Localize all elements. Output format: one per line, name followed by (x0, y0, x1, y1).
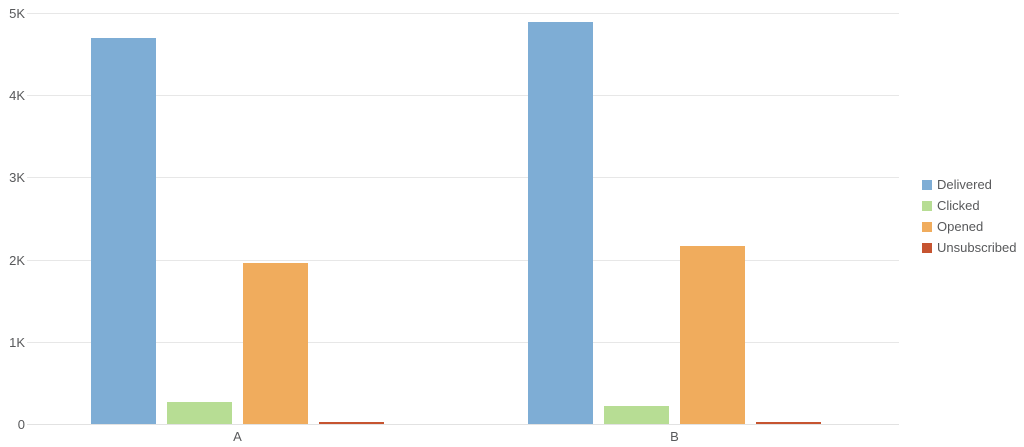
bar-opened-B[interactable] (680, 246, 745, 424)
bar-opened-A[interactable] (243, 262, 308, 424)
y-tick-label: 0 (17, 417, 25, 432)
y-tick-label: 1K (9, 334, 25, 350)
gridline-0 (27, 424, 899, 425)
bar-unsubscribed-A[interactable] (319, 421, 384, 424)
legend-item-unsubscribed[interactable]: Unsubscribed (922, 237, 1017, 258)
legend: Delivered Clicked Opened Unsubscribed (922, 174, 1017, 258)
bar-clicked-B[interactable] (604, 405, 669, 424)
legend-swatch-icon (922, 179, 932, 190)
y-tick-label: 2K (9, 252, 25, 268)
legend-item-opened[interactable]: Opened (922, 216, 1017, 237)
legend-label: Unsubscribed (937, 240, 1017, 255)
bar-clicked-A[interactable] (167, 401, 232, 424)
x-category-label: B (670, 429, 679, 444)
legend-label: Delivered (937, 177, 992, 192)
gridline-5K (27, 13, 899, 14)
legend-swatch-icon (922, 200, 932, 211)
bar-group-B (528, 13, 821, 424)
legend-label: Clicked (937, 198, 980, 213)
x-category-label: A (233, 429, 242, 444)
legend-item-clicked[interactable]: Clicked (922, 195, 1017, 216)
legend-item-delivered[interactable]: Delivered (922, 174, 1017, 195)
y-tick-label: 4K (9, 88, 25, 104)
gridline-2K (27, 259, 899, 261)
y-tick-label: 3K (9, 170, 25, 186)
gridline-4K (27, 95, 899, 97)
bar-unsubscribed-B[interactable] (756, 422, 821, 424)
gridline-3K (27, 177, 899, 179)
y-tick-label: 5K (9, 6, 25, 21)
gridline-1K (27, 341, 899, 343)
legend-swatch-icon (922, 221, 932, 232)
bar-group-A (91, 13, 384, 424)
bar-delivered-B[interactable] (528, 22, 593, 424)
bar-delivered-A[interactable] (91, 38, 156, 424)
plot-area (27, 13, 899, 425)
legend-swatch-icon (922, 242, 932, 253)
legend-label: Opened (937, 219, 984, 234)
